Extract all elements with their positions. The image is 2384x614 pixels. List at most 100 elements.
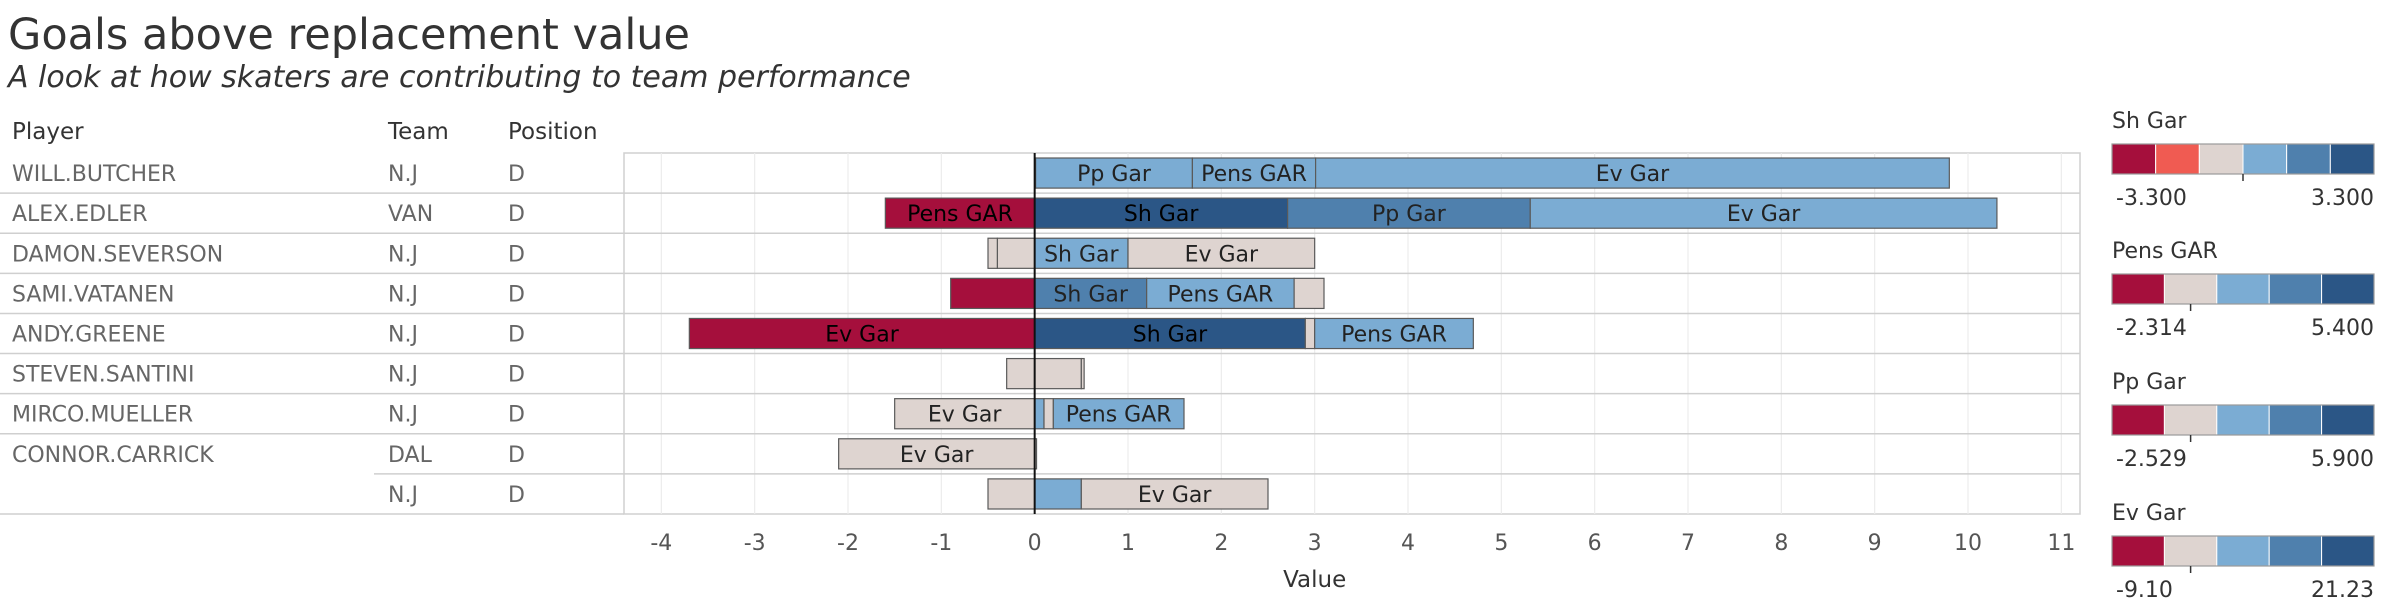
position-code: D xyxy=(508,162,525,187)
legend-title: Ev Gar xyxy=(2112,501,2186,526)
x-tick-label: 3 xyxy=(1308,531,1322,556)
position-code: D xyxy=(508,282,525,307)
position-code: D xyxy=(508,403,525,428)
bar-segment-label: Pens GAR xyxy=(1341,323,1447,348)
bar-segment xyxy=(1529,197,1998,229)
bar-segment xyxy=(1293,277,1325,310)
position-code: D xyxy=(508,323,525,348)
legend-swatch xyxy=(2163,273,2218,305)
bar-segment xyxy=(838,438,1036,470)
chart-subtitle: A look at how skaters are contributing t… xyxy=(8,60,911,95)
legend-swatch xyxy=(2216,404,2270,436)
x-tick-label: 11 xyxy=(2047,531,2075,556)
x-tick-label: 10 xyxy=(1954,531,1982,556)
legend-max-label: 21.23 xyxy=(2311,578,2374,603)
bar-segment xyxy=(987,237,998,269)
bar-segment xyxy=(987,478,1036,510)
legend-max-label: 5.400 xyxy=(2311,316,2374,341)
x-tick-label: 7 xyxy=(1681,531,1695,556)
legend-min-label: -2.314 xyxy=(2116,316,2187,341)
team-code: N.J xyxy=(388,323,418,348)
legend-title: Pens GAR xyxy=(2112,239,2218,264)
legend-swatch xyxy=(2268,404,2323,436)
legend-swatch xyxy=(2216,273,2270,305)
bar-segment-label: Ev Gar xyxy=(1185,242,1259,267)
player-name: WILL.BUTCHER xyxy=(12,162,176,187)
legend-swatch xyxy=(2329,143,2375,175)
bar-segment xyxy=(894,398,1036,430)
bar-segment xyxy=(1191,157,1317,189)
legend-swatch xyxy=(2321,404,2375,436)
legend-min-label: -2.529 xyxy=(2116,447,2187,472)
table-header-player: Player xyxy=(12,119,84,145)
position-code: D xyxy=(508,363,525,388)
bar-segment xyxy=(1127,237,1316,269)
legend-swatch xyxy=(2155,143,2200,175)
bar-segment-label: Pens GAR xyxy=(907,202,1013,227)
bar-segment xyxy=(1043,398,1054,430)
legend-swatch xyxy=(2321,535,2375,567)
bar-segment xyxy=(688,317,1036,350)
bar-segment xyxy=(1080,478,1269,510)
bar-segment xyxy=(1006,357,1036,390)
x-tick-label: 6 xyxy=(1588,531,1602,556)
legend-swatch xyxy=(2321,273,2375,305)
legend-swatch xyxy=(2268,273,2323,305)
bar-segment-label: Pens GAR xyxy=(1167,282,1273,307)
legend-swatch xyxy=(2111,535,2165,567)
player-name: ANDY.GREENE xyxy=(12,323,166,348)
bar-segment xyxy=(884,197,1036,229)
x-tick-label: 0 xyxy=(1028,531,1042,556)
bar-segment-label: Sh Gar xyxy=(1124,202,1199,227)
legend-swatch xyxy=(2111,273,2165,305)
x-tick-label: 2 xyxy=(1214,531,1228,556)
bar-segment-label: Ev Gar xyxy=(928,403,1002,428)
team-code: N.J xyxy=(388,403,418,428)
bar-segment-label: Ev Gar xyxy=(1138,483,1212,508)
x-tick-label: 4 xyxy=(1401,531,1415,556)
team-code: N.J xyxy=(388,242,418,267)
legend-title: Sh Gar xyxy=(2112,109,2187,134)
team-code: VAN xyxy=(388,202,433,227)
bar-segment-label: Pp Gar xyxy=(1077,162,1152,187)
bar-segment xyxy=(1052,398,1185,430)
team-code: N.J xyxy=(388,162,418,187)
bar-segment xyxy=(1034,197,1289,229)
x-tick-label: 5 xyxy=(1494,531,1508,556)
position-code: D xyxy=(508,202,525,227)
team-code: N.J xyxy=(388,282,418,307)
bar-segment xyxy=(1034,237,1129,269)
bar-segment xyxy=(1034,357,1082,390)
table-header-team: Team xyxy=(387,119,449,145)
player-name: ALEX.EDLER xyxy=(12,202,148,227)
player-name: MIRCO.MUELLER xyxy=(12,403,193,428)
bar-segment xyxy=(1034,398,1045,430)
x-tick-label: -1 xyxy=(930,531,952,556)
team-code: DAL xyxy=(388,443,433,468)
bar-segment xyxy=(1314,317,1474,350)
bar-segment-label: Pp Gar xyxy=(1372,202,1447,227)
position-code: D xyxy=(508,483,525,508)
position-code: D xyxy=(508,242,525,267)
player-name: SAMI.VATANEN xyxy=(12,282,174,307)
legend-swatch xyxy=(2163,404,2218,436)
bar-segment xyxy=(996,237,1036,269)
x-tick-label: 8 xyxy=(1774,531,1788,556)
bar-segment xyxy=(1304,317,1316,350)
legend-swatch xyxy=(2286,143,2331,175)
x-tick-label: 1 xyxy=(1121,531,1135,556)
bar-segment-label: Pens GAR xyxy=(1066,403,1172,428)
bar-segment xyxy=(1034,478,1082,510)
bar-segment-label: Sh Gar xyxy=(1053,282,1128,307)
x-axis-label: Value xyxy=(1283,567,1346,593)
legend-swatch xyxy=(2111,143,2157,175)
bar-segment-label: Pens GAR xyxy=(1201,162,1307,187)
bar-segment-label: Sh Gar xyxy=(1044,242,1119,267)
bar-segment-label: Ev Gar xyxy=(900,443,974,468)
x-tick-label: -2 xyxy=(837,531,859,556)
legend-frame xyxy=(2111,535,2375,567)
legend-min-label: -9.10 xyxy=(2116,578,2173,603)
legend-frame xyxy=(2111,273,2375,305)
x-tick-label: 9 xyxy=(1868,531,1882,556)
